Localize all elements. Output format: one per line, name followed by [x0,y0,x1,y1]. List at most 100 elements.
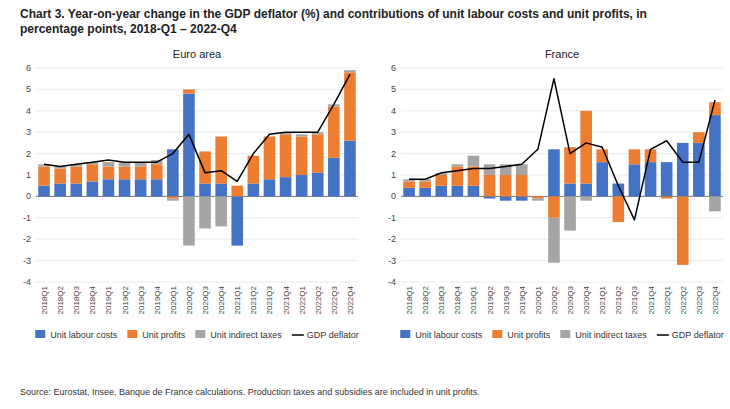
grid-line [401,282,723,283]
y-tick-label: 1 [391,170,396,180]
x-tick-label: 2020Q2 [550,285,559,314]
x-tick-label: 2021Q3 [630,285,639,314]
zero-line [36,196,358,197]
legend-swatch [35,330,45,338]
x-tick-label: 2018Q3 [72,285,81,314]
grid-line [401,89,723,90]
bar-segment [312,173,324,197]
bar-segment [344,141,356,197]
x-tick-label: 2021Q2 [249,285,258,314]
grid-line [401,217,723,218]
y-tick-label: 6 [26,63,31,73]
bar-segment [452,164,464,166]
bar-segment [580,184,592,197]
bar-segment [452,186,464,197]
x-tick-label: 2021Q1 [598,285,607,314]
grid-line [401,132,723,133]
bar-segment [119,179,131,196]
x-tick-label: 2020Q1 [169,285,178,314]
bar-segment [344,70,356,72]
bar-segment [264,179,276,196]
bar-segment [199,151,211,183]
y-tick-label: -4 [388,277,396,287]
y-tick-label: -1 [23,213,31,223]
figure-title: Chart 3. Year-on-year change in the GDP … [20,7,647,36]
bar-segment [548,196,560,217]
bar-segment [484,196,496,198]
grid-line [401,153,723,154]
y-tick-label: 3 [391,127,396,137]
y-tick-label: 3 [26,127,31,137]
grid-line [36,68,358,69]
bar-segment [215,184,227,197]
bar-segment [548,218,560,263]
bar-segment [87,181,99,196]
bar-segment [38,186,50,197]
x-tick-label: 2021Q4 [647,285,656,314]
panel-title: France [545,48,579,60]
bar-segment [264,136,276,179]
bar-segment [580,111,592,184]
legend-item: Unit labour costs [400,330,483,340]
legend-label: GDP deflator [307,330,359,340]
y-tick-label: 2 [26,149,31,159]
bar-segment [709,115,721,196]
x-tick-label: 2020Q3 [566,285,575,314]
legend: Unit labour costs Unit profits Unit indire… [35,330,358,340]
bar-segment [119,166,131,179]
bar-segment [500,175,512,196]
legend-label: Unit profits [507,330,551,340]
grid-line [401,68,723,69]
zero-line [401,196,723,197]
bar-segment [661,196,673,198]
panel-title: Euro area [173,48,222,60]
y-tick-label: -3 [388,256,396,266]
x-tick-label: 2022Q2 [314,285,323,314]
bar-segment [580,196,592,200]
bar-segment [54,169,66,184]
grid-line [401,110,723,111]
bar-segment [151,164,163,179]
bar-segment [516,164,528,175]
bar-segment [296,134,308,136]
bar-segment [183,196,195,245]
plot-marks [38,70,355,245]
bar-segment [248,155,260,156]
bar-segment [516,175,528,196]
bar-segment [629,164,641,196]
x-tick-label: 2022Q3 [695,285,704,314]
x-tick-label: 2021Q4 [282,285,291,314]
legend-label: Unit indirect taxes [210,330,282,340]
legend-label: Unit indirect taxes [575,330,647,340]
y-tick-label: -4 [23,277,31,287]
x-tick-label: 2019Q2 [486,285,495,314]
legend-item: Unit indirect taxes [195,330,282,340]
legend-label: Unit profits [142,330,186,340]
bar-segment [709,196,721,211]
bar-segment [677,142,689,143]
bar-segment [38,166,50,185]
y-tick-label: 4 [26,106,31,116]
legend-item: GDP deflator [292,330,359,340]
legend: Unit labour costs Unit profits Unit indire… [400,330,723,340]
line-series [409,79,715,220]
bar-segment [629,149,641,164]
bar-segment [215,136,227,183]
bar-segment [70,166,82,183]
grid-line [401,175,723,176]
y-tick-label: 4 [391,106,396,116]
chart-root: Chart 3. Year-on-year change in the GDP … [0,0,730,409]
bar-segment [468,156,480,167]
legend-label: Unit labour costs [50,330,118,340]
grid-line [36,110,358,111]
grid-line [36,282,358,283]
bar-segment [87,164,99,181]
x-tick-label: 2022Q4 [711,285,720,314]
x-tick-label: 2022Q3 [330,285,339,314]
bar-segment [548,149,560,196]
bar-segment [403,188,415,197]
legend-label: GDP deflator [672,330,724,340]
bar-segment [167,199,179,201]
x-tick-label: 2019Q4 [153,285,162,314]
figure-title-line: Chart 3. Year-on-year change in the GDP … [20,7,647,21]
